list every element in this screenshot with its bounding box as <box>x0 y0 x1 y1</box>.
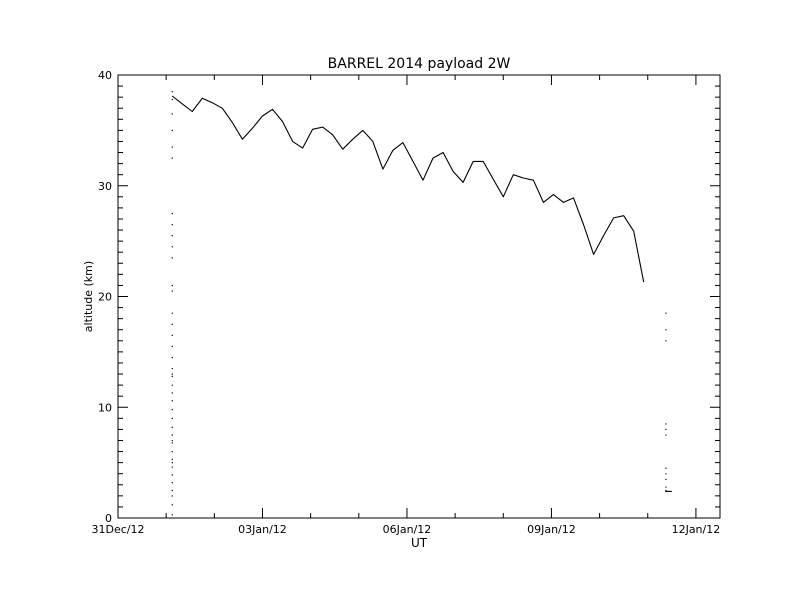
y-tick-label: 10 <box>98 401 112 414</box>
data-point <box>171 375 173 377</box>
x-tick-label: 03Jan/12 <box>238 523 287 536</box>
x-axis-label: UT <box>411 536 428 550</box>
data-point <box>171 504 173 506</box>
data-point <box>171 284 173 287</box>
data-point <box>171 257 173 259</box>
data-point <box>171 146 173 148</box>
data-point <box>171 408 173 411</box>
data-point <box>665 486 667 488</box>
data-point <box>665 473 667 475</box>
y-tick-label: 20 <box>98 291 112 304</box>
data-point <box>171 334 173 336</box>
plot-frame <box>117 74 721 519</box>
data-point <box>171 489 173 492</box>
data-point <box>665 329 667 331</box>
data-point <box>171 474 173 476</box>
data-point <box>171 373 173 375</box>
data-point <box>665 423 667 425</box>
data-point <box>171 442 173 444</box>
x-tick-label: 06Jan/12 <box>383 523 432 536</box>
data-point <box>171 384 173 386</box>
x-tick-label: 09Jan/12 <box>527 523 576 536</box>
axis-ticks <box>117 74 720 519</box>
data-point <box>171 157 173 159</box>
data-point <box>665 312 667 314</box>
series-line-0 <box>171 95 645 283</box>
data-point <box>665 428 667 431</box>
series-layer <box>171 91 672 516</box>
data-point <box>171 514 173 516</box>
data-point <box>171 356 173 359</box>
data-point <box>171 458 173 461</box>
data-point <box>171 312 173 314</box>
data-point <box>171 91 173 93</box>
data-point <box>171 246 173 248</box>
y-axis-label: altitude (km) <box>82 261 95 332</box>
data-point <box>171 451 173 453</box>
y-tick-label: 40 <box>98 69 112 82</box>
data-point <box>171 345 173 348</box>
data-point <box>171 466 173 468</box>
data-point <box>665 434 667 436</box>
data-point <box>171 113 173 115</box>
data-point <box>171 129 173 132</box>
data-point <box>171 323 173 325</box>
data-point <box>665 478 667 480</box>
data-point <box>171 434 173 436</box>
data-point <box>171 482 173 484</box>
chart-title: BARREL 2014 payload 2W <box>328 56 511 72</box>
axis-tick-labels: 0 10 20 30 40 31Dec/12 03Jan/12 06Jan/12 09Jan/1… <box>92 69 721 536</box>
data-point <box>171 367 173 370</box>
data-point <box>171 400 173 402</box>
data-point <box>171 235 173 237</box>
x-tick-label: 31Dec/12 <box>92 523 145 536</box>
data-point <box>171 224 173 226</box>
data-point <box>171 98 173 101</box>
data-point <box>171 392 173 394</box>
data-point <box>171 439 173 442</box>
data-point <box>665 489 667 492</box>
data-point <box>665 340 667 342</box>
data-point <box>171 417 173 420</box>
data-point <box>665 467 667 469</box>
y-tick-label: 0 <box>105 512 112 525</box>
data-point <box>171 290 173 292</box>
x-tick-label: 12Jan/12 <box>672 523 721 536</box>
data-point <box>171 495 173 497</box>
data-point <box>171 462 173 464</box>
y-tick-label: 30 <box>98 180 112 193</box>
data-point <box>171 426 173 428</box>
data-point <box>171 212 173 215</box>
